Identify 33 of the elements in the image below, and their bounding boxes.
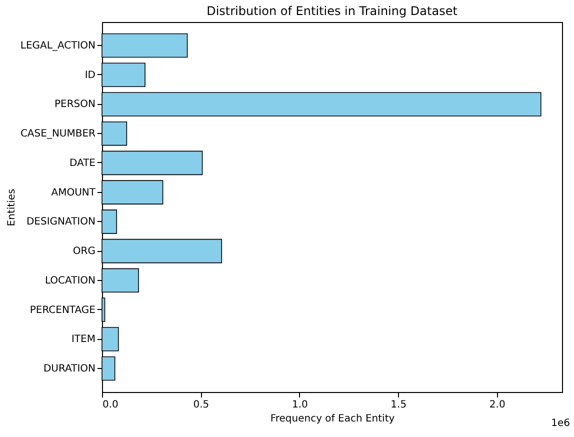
y-tick-label: ORG — [72, 246, 96, 258]
chart-title: Distribution of Entities in Training Dataset — [206, 4, 458, 18]
bar — [102, 326, 119, 352]
y-tick-label: LOCATION — [44, 275, 96, 286]
x-tick-label: 1.5 — [390, 400, 407, 410]
bar — [102, 356, 116, 381]
x-axis-title: Frequency of Each Entity — [270, 414, 395, 424]
y-tick-label: PERCENTAGE — [30, 304, 96, 316]
y-tick-label: ITEM — [71, 334, 96, 346]
x-tick-label: 1.0 — [292, 400, 308, 410]
y-tick-label: LEGAL_ACTION — [20, 40, 96, 52]
bar — [102, 238, 222, 264]
bar — [102, 298, 106, 322]
y-tick-label: PERSON — [54, 99, 96, 110]
x-tick-label: 0.5 — [193, 400, 210, 410]
bar — [102, 92, 542, 116]
y-tick-label: ID — [84, 70, 96, 81]
y-tick-label: DURATION — [43, 364, 96, 375]
y-tick-label: AMOUNT — [51, 187, 96, 198]
x-tick-label: 2.0 — [489, 400, 506, 410]
x-tick-label: 0.0 — [102, 400, 118, 410]
bar — [102, 210, 118, 234]
bar — [102, 268, 139, 293]
text: 1e6 — [551, 418, 570, 429]
y-tick-label: DESIGNATION — [26, 216, 96, 228]
y-tick-label: DATE — [69, 158, 96, 169]
bar — [102, 121, 128, 146]
y-axis-title: Entities — [6, 188, 18, 226]
y-tick-label: CASE_NUMBER — [20, 128, 96, 140]
bar — [102, 33, 188, 58]
bar — [102, 180, 164, 204]
bar — [102, 62, 146, 88]
bar — [102, 150, 203, 176]
